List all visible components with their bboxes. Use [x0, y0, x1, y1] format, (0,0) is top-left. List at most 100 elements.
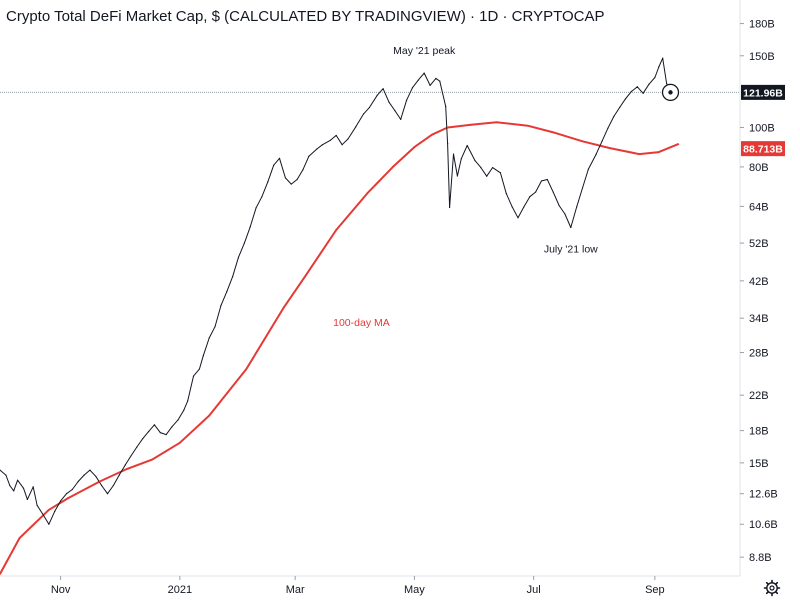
price-point: [232, 276, 234, 278]
price-point: [208, 337, 210, 339]
price-point: [198, 368, 200, 370]
price-point: [662, 57, 664, 59]
ma-point: [581, 140, 584, 143]
price-point: [26, 498, 28, 500]
price-point: [400, 118, 402, 120]
price-point: [0, 469, 1, 471]
price-point: [65, 493, 68, 495]
x-axis: Nov 2021 Mar May Jul Sep: [51, 576, 665, 596]
price-point: [273, 164, 275, 166]
price-point: [335, 134, 337, 137]
ma-point: [431, 133, 433, 136]
price-point: [411, 87, 414, 89]
price-point: [284, 177, 287, 179]
price-badge: 121.96B: [741, 84, 785, 100]
price-point: [648, 83, 650, 85]
ma-point: [18, 537, 21, 540]
price-point: [505, 192, 507, 195]
price-point: [665, 82, 668, 85]
price-point: [636, 86, 638, 88]
price-point: [95, 475, 97, 477]
price-point: [417, 79, 419, 81]
price-point: [499, 172, 502, 174]
y-tick-label: 18B: [749, 426, 769, 438]
ma-point: [366, 192, 369, 194]
price-point: [535, 191, 537, 193]
price-point: [642, 92, 644, 94]
price-point: [517, 217, 519, 219]
price-point: [112, 484, 114, 487]
circle-marker-icon[interactable]: [661, 83, 680, 102]
price-point: [474, 160, 476, 162]
x-tick-label: Nov: [51, 584, 71, 596]
price-point: [546, 178, 548, 181]
ma-point: [446, 126, 449, 129]
price-point: [445, 105, 447, 108]
price-point: [624, 98, 627, 100]
price-point: [316, 148, 318, 150]
price-point: [22, 487, 25, 489]
ma-point: [677, 143, 680, 146]
price-point: [32, 486, 34, 488]
price-point: [576, 206, 578, 208]
ma-point: [470, 123, 473, 126]
price-point: [449, 206, 451, 209]
price-point: [341, 144, 343, 146]
y-tick-label: 80B: [749, 162, 769, 174]
y-tick-label: 42B: [749, 276, 769, 288]
price-point: [439, 80, 441, 82]
price-point: [405, 99, 408, 101]
y-tick-label: 100B: [749, 122, 775, 134]
price-point: [362, 113, 365, 115]
annotation-low: July '21 low: [544, 243, 598, 255]
ma-point: [608, 147, 611, 149]
gear-icon[interactable]: [763, 579, 781, 597]
price-point: [153, 424, 156, 426]
price-point: [183, 409, 185, 411]
price-point: [165, 434, 167, 436]
price-point: [492, 166, 494, 169]
ma-point: [245, 368, 248, 370]
price-point: [124, 464, 126, 466]
price-point: [376, 94, 378, 96]
price-point: [394, 110, 396, 112]
ma-point: [554, 131, 557, 134]
price-point: [456, 175, 459, 177]
price-point: [552, 191, 554, 193]
price-point: [630, 90, 633, 93]
price-point: [570, 226, 572, 229]
price-point: [5, 474, 7, 476]
price-point: [261, 196, 263, 198]
x-tick-label: Mar: [286, 584, 305, 596]
ma-point: [304, 275, 306, 278]
price-point: [486, 175, 488, 177]
price-point: [540, 180, 543, 182]
price-point: [202, 355, 204, 357]
price-point: [187, 400, 189, 402]
ma-point: [47, 508, 50, 511]
price-point: [249, 226, 251, 228]
ma-badge: 88.713B: [741, 141, 785, 157]
price-point: [89, 469, 91, 471]
price-point: [243, 242, 245, 244]
price-point: [619, 106, 621, 109]
price-point: [159, 432, 161, 434]
price-point: [523, 206, 525, 208]
price-point: [607, 127, 609, 129]
price-point: [296, 178, 298, 181]
y-tick-label: 52B: [749, 238, 769, 250]
price-point: [147, 431, 150, 433]
price-point: [529, 196, 531, 198]
series-points: [0, 57, 680, 575]
price-point: [42, 513, 44, 516]
y-tick-label: 8.8B: [749, 552, 772, 564]
price-point: [255, 207, 257, 209]
ma-point: [178, 441, 181, 444]
y-tick-label: 12.6B: [749, 489, 778, 501]
price-point: [9, 484, 11, 487]
y-tick-label: 22B: [749, 390, 769, 402]
price-point: [447, 142, 449, 145]
price-point: [192, 375, 195, 377]
price-point: [36, 504, 38, 506]
